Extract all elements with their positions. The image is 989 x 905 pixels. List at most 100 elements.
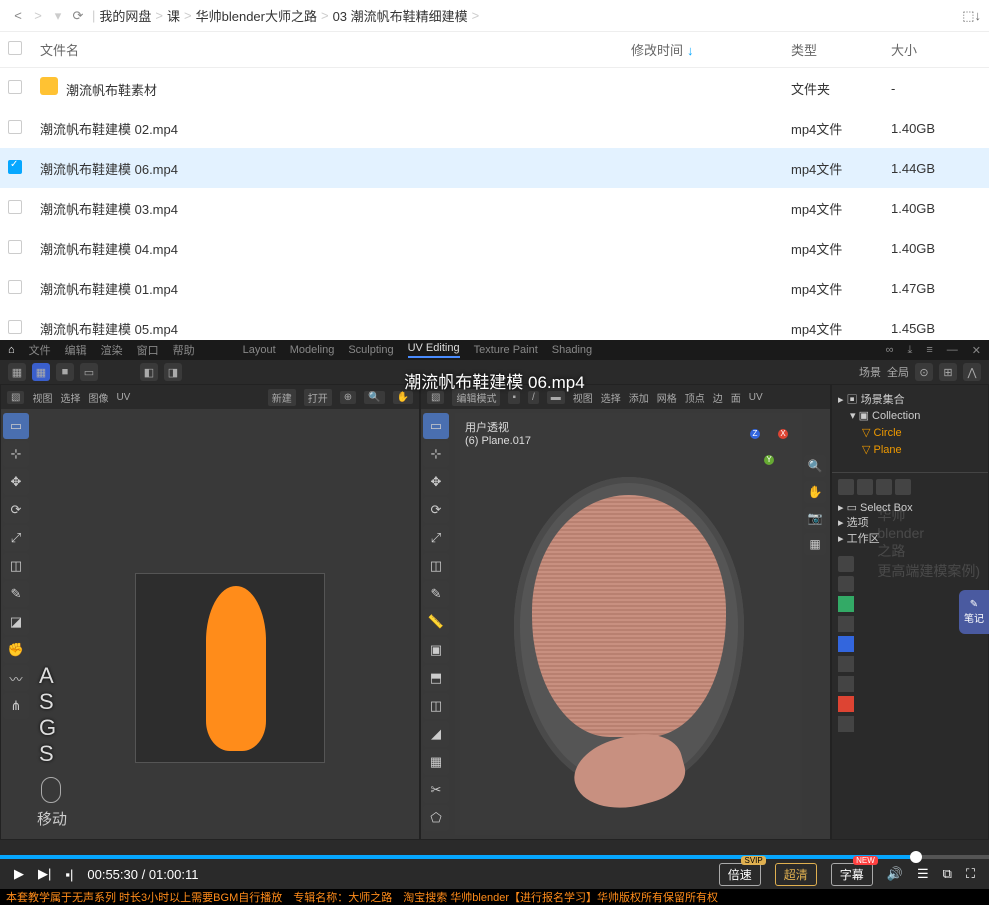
editor-type-icon[interactable]: ▧ [7,391,24,404]
tool-move[interactable]: ✥ [3,469,29,495]
subtitle-button[interactable]: 字幕NEW [831,863,873,886]
menu-icon[interactable]: ≡ [926,344,932,356]
persp-icon[interactable]: ▦ [804,533,826,555]
axis-z[interactable]: Z [750,429,760,439]
file-name[interactable]: 潮流帆布鞋素材 [32,77,631,99]
row-checkbox[interactable] [8,160,22,174]
fullscreen-icon[interactable]: ⛶ [966,866,975,882]
tool-grab[interactable]: ✊ [3,637,29,663]
prop-icon[interactable] [838,576,854,592]
playlist-icon[interactable]: ☰ [917,866,929,882]
ws-layout[interactable]: Layout [243,344,276,356]
close-icon[interactable]: ✕ [972,344,981,357]
ws-modeling[interactable]: Modeling [290,344,335,356]
hdr-icon[interactable]: ⋀ [963,363,981,381]
row-checkbox[interactable] [8,320,22,334]
tool-annotate[interactable]: ✎ [423,581,449,607]
outliner[interactable]: ▸ ▣ 场景集合 ▾ ▣ Collection ▽ Circle ▽ Plane [832,385,988,464]
tool-cursor[interactable]: ⊹ [423,441,449,467]
tool-rotate[interactable]: ⟳ [423,497,449,523]
menu-help[interactable]: 帮助 [173,342,195,358]
uv-view[interactable]: 视图 [32,390,52,405]
col-size[interactable]: 大小 [891,40,981,59]
ws-shading[interactable]: Shading [552,344,592,356]
pip-icon[interactable]: ⧉ [943,866,952,882]
share-icon[interactable]: ∞ [886,344,894,356]
tool-loopcut[interactable]: ▦ [423,749,449,775]
file-name[interactable]: ▶潮流帆布鞋建模 03.mp4 [32,199,631,218]
hdr-icon[interactable]: ⊞ [939,363,957,381]
prop-tab-icon[interactable] [876,479,892,495]
nav-refresh[interactable]: ⟳ [68,8,88,24]
quality-button[interactable]: 超清 [775,863,817,886]
tool-addcube[interactable]: ▣ [423,637,449,663]
file-row[interactable]: ▶潮流帆布鞋建模 01.mp4mp4文件1.47GB [0,268,989,308]
tool-select[interactable]: ▭ [423,413,449,439]
file-row[interactable]: ▶潮流帆布鞋建模 02.mp4mp4文件1.40GB [0,108,989,148]
v-uv[interactable]: UV [749,392,763,403]
menu-render[interactable]: 渲染 [101,342,123,358]
hdr-icon[interactable]: ◧ [140,363,158,381]
outliner-item[interactable]: ▽ Plane [838,441,982,458]
outliner-item[interactable]: ▾ ▣ Collection [838,407,982,424]
tool-scale[interactable]: ⤢ [423,525,449,551]
zoom-icon[interactable]: 🔍 [364,391,384,404]
ws-sculpting[interactable]: Sculpting [348,344,393,356]
uv-open[interactable]: 打开 [304,389,332,406]
axis-x[interactable]: X [778,429,788,439]
file-row[interactable]: 潮流帆布鞋素材文件夹- [0,68,989,108]
camera-view-icon[interactable]: 📷 [804,507,826,529]
nav-back[interactable]: < [8,8,28,23]
speed-button[interactable]: 倍速SVIP [719,863,761,886]
prop-icon[interactable] [838,556,854,572]
tool-select[interactable]: ▭ [3,413,29,439]
tool-transform[interactable]: ◫ [423,553,449,579]
file-row[interactable]: ▶潮流帆布鞋建模 04.mp4mp4文件1.40GB [0,228,989,268]
menu-edit[interactable]: 编辑 [65,342,87,358]
magnet-icon[interactable]: ⊕ [340,391,356,404]
uv-new[interactable]: 新建 [268,389,296,406]
tool-pinch[interactable]: ⋔ [3,693,29,719]
hdr-icon[interactable]: ■ [56,363,74,381]
tool-move[interactable]: ✥ [423,469,449,495]
v-edge[interactable]: 边 [713,390,723,405]
file-name[interactable]: ▶潮流帆布鞋建模 04.mp4 [32,239,631,258]
v-face[interactable]: 面 [731,390,741,405]
tool-inset[interactable]: ◫ [423,693,449,719]
play-button[interactable]: ▶ [14,866,24,882]
nav-gizmo[interactable]: X Y Z [742,419,796,473]
tool-extrude[interactable]: ⬒ [423,665,449,691]
stop-button[interactable]: ▪| [65,867,73,882]
prop-icon[interactable] [838,696,854,712]
row-checkbox[interactable] [8,80,22,94]
file-name[interactable]: ▶潮流帆布鞋建模 02.mp4 [32,119,631,138]
hdr-icon[interactable]: ▦ [32,363,50,381]
tool-annotate[interactable]: ✎ [3,581,29,607]
prop-tab-icon[interactable] [895,479,911,495]
menu-file[interactable]: 文件 [29,342,51,358]
v-vertex[interactable]: 顶点 [685,390,705,405]
file-name[interactable]: ▶潮流帆布鞋建模 05.mp4 [32,319,631,338]
file-row[interactable]: ▶潮流帆布鞋建模 03.mp4mp4文件1.40GB [0,188,989,228]
hdr-icon[interactable]: ◨ [164,363,182,381]
row-checkbox[interactable] [8,200,22,214]
v-add[interactable]: 添加 [629,390,649,405]
tool-relax[interactable]: 〰 [3,665,29,691]
crumb-1[interactable]: 课 [167,6,180,25]
prop-icon[interactable] [838,656,854,672]
v-mesh[interactable]: 网格 [657,390,677,405]
hand-icon[interactable]: ✋ [804,481,826,503]
select-all-checkbox[interactable] [8,41,22,55]
tool-transform[interactable]: ◫ [3,553,29,579]
uv-image[interactable]: 图像 [88,390,108,405]
row-checkbox[interactable] [8,120,22,134]
prop-icon[interactable] [838,676,854,692]
volume-icon[interactable]: 🔊 [887,866,903,882]
hdr-icon[interactable]: ▭ [80,363,98,381]
tool-rotate[interactable]: ⟳ [3,497,29,523]
prop-icon[interactable] [838,636,854,652]
tool-poly[interactable]: ⬠ [423,805,449,831]
tool-scale[interactable]: ⤢ [3,525,29,551]
row-checkbox[interactable] [8,280,22,294]
axis-y[interactable]: Y [764,455,774,465]
